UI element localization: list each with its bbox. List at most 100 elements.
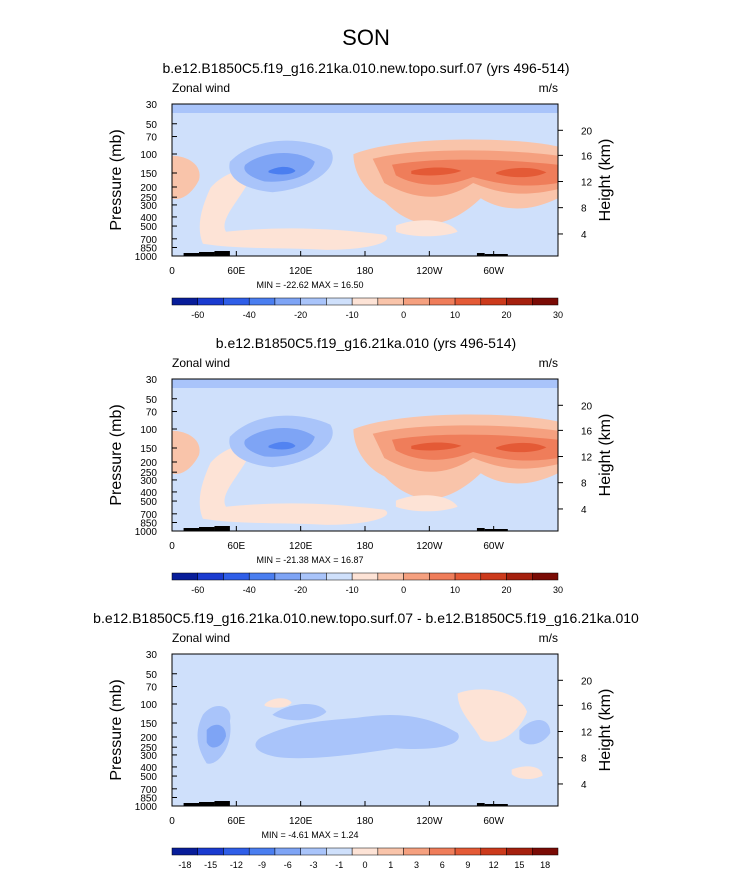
topography-mark bbox=[199, 802, 215, 806]
panel-title: b.e12.B1850C5.f19_g16.21ka.010.new.topo.… bbox=[162, 60, 569, 76]
topography-mark bbox=[183, 253, 200, 256]
colorbar-swatch bbox=[454, 847, 482, 856]
colorbar-swatch bbox=[351, 297, 379, 306]
colorbar-swatch bbox=[429, 297, 456, 306]
topography-mark bbox=[214, 251, 230, 256]
colorbar-swatch bbox=[274, 297, 301, 306]
pressure-tick-label: 100 bbox=[140, 700, 157, 711]
colorbar-label: -3 bbox=[310, 860, 318, 870]
pressure-tick-label: 250 bbox=[140, 193, 157, 204]
colorbar-swatch bbox=[377, 572, 404, 581]
right-axis-label: Height (km) bbox=[597, 689, 614, 772]
min-max-text: MIN = -4.61 MAX = 1.24 bbox=[261, 830, 358, 840]
x-tick-label: 180 bbox=[357, 541, 374, 552]
colorbar-label: -15 bbox=[204, 860, 217, 870]
topography-mark bbox=[199, 252, 215, 256]
colorbar-swatch bbox=[300, 847, 327, 856]
colorbar-label: -9 bbox=[258, 860, 266, 870]
contour-fill bbox=[395, 220, 458, 237]
field-label: Zonal wind bbox=[172, 356, 230, 370]
colorbar-swatch bbox=[403, 572, 430, 581]
colorbar-label: 20 bbox=[502, 310, 512, 320]
pressure-tick-label: 50 bbox=[146, 120, 158, 131]
pressure-tick-label: 70 bbox=[146, 683, 158, 694]
x-tick-label: 0 bbox=[169, 816, 175, 827]
x-tick-label: 120W bbox=[416, 541, 443, 552]
height-tick-label: 16 bbox=[581, 426, 593, 437]
x-tick-label: 60E bbox=[227, 266, 245, 277]
panel-3: b.e12.B1850C5.f19_g16.21ka.010.new.topo.… bbox=[93, 610, 639, 870]
topography-mark bbox=[183, 528, 200, 531]
topography-mark bbox=[476, 253, 485, 256]
x-tick-label: 120E bbox=[289, 816, 313, 827]
panel-title: b.e12.B1850C5.f19_g16.21ka.010 (yrs 496-… bbox=[216, 335, 516, 351]
pressure-tick-label: 1000 bbox=[135, 527, 158, 538]
colorbar-label: 9 bbox=[465, 860, 470, 870]
contour-fill bbox=[511, 766, 543, 780]
y-axis-label: Pressure (mb) bbox=[108, 404, 125, 505]
field-label: Zonal wind bbox=[172, 81, 230, 95]
height-tick-label: 12 bbox=[581, 178, 593, 189]
colorbar-swatch bbox=[300, 297, 327, 306]
colorbar-label: 18 bbox=[540, 860, 550, 870]
colorbar-label: -12 bbox=[230, 860, 243, 870]
x-tick-label: 60E bbox=[227, 816, 245, 827]
pressure-tick-label: 250 bbox=[140, 743, 157, 754]
colorbar-swatch bbox=[480, 572, 507, 581]
colorbar-swatch bbox=[403, 297, 430, 306]
height-tick-label: 4 bbox=[581, 230, 587, 241]
pressure-tick-label: 50 bbox=[146, 395, 158, 406]
colorbar-label: 30 bbox=[553, 310, 563, 320]
contour-fill bbox=[268, 441, 296, 450]
colorbar-swatch bbox=[532, 847, 559, 856]
colorbar-label: -60 bbox=[191, 310, 204, 320]
colorbar-label: 30 bbox=[553, 585, 563, 595]
season-title: SON bbox=[342, 25, 390, 50]
colorbar-swatch bbox=[403, 847, 430, 856]
colorbar-label: -10 bbox=[346, 310, 359, 320]
colorbar-swatch bbox=[171, 847, 198, 856]
colorbar-label: 20 bbox=[502, 585, 512, 595]
pressure-tick-label: 1000 bbox=[135, 252, 158, 263]
contour-fill bbox=[392, 434, 558, 461]
colorbar-label: 0 bbox=[401, 310, 406, 320]
topography-mark bbox=[484, 804, 508, 806]
x-tick-label: 120E bbox=[289, 541, 313, 552]
contour-fill bbox=[264, 698, 292, 708]
pressure-tick-label: 300 bbox=[140, 201, 157, 212]
colorbar-swatch bbox=[351, 847, 379, 856]
colorbar-swatch bbox=[248, 297, 276, 306]
colorbar-label: 3 bbox=[414, 860, 419, 870]
colorbar-swatch bbox=[197, 297, 224, 306]
x-tick-label: 60W bbox=[483, 816, 504, 827]
colorbar-swatch bbox=[480, 297, 507, 306]
height-tick-label: 12 bbox=[581, 453, 593, 464]
colorbar-swatch bbox=[532, 297, 559, 306]
panel-1: b.e12.B1850C5.f19_g16.21ka.010.new.topo.… bbox=[108, 60, 614, 320]
topography-mark bbox=[199, 527, 215, 531]
x-tick-label: 180 bbox=[357, 266, 374, 277]
colorbar-swatch bbox=[326, 297, 353, 306]
units-label: m/s bbox=[539, 81, 558, 95]
contour-fill bbox=[457, 689, 528, 742]
colorbar-swatch bbox=[248, 847, 276, 856]
height-tick-label: 4 bbox=[581, 505, 587, 516]
pressure-tick-label: 30 bbox=[146, 650, 158, 661]
x-tick-label: 60W bbox=[483, 541, 504, 552]
pressure-tick-label: 850 bbox=[140, 243, 157, 254]
colorbar-swatch bbox=[377, 847, 404, 856]
colorbar-swatch bbox=[197, 847, 224, 856]
x-tick-label: 0 bbox=[169, 541, 175, 552]
contour-fill bbox=[172, 155, 200, 199]
pressure-tick-label: 150 bbox=[140, 719, 157, 730]
pressure-tick-label: 70 bbox=[146, 133, 158, 144]
pressure-tick-label: 150 bbox=[140, 444, 157, 455]
pressure-tick-label: 100 bbox=[140, 150, 157, 161]
colorbar-swatch bbox=[506, 572, 533, 581]
colorbar-label: -6 bbox=[284, 860, 292, 870]
colorbar-swatch bbox=[480, 847, 507, 856]
pressure-tick-label: 500 bbox=[140, 497, 157, 508]
contour-fill bbox=[172, 104, 558, 113]
colorbar-label: -18 bbox=[178, 860, 191, 870]
